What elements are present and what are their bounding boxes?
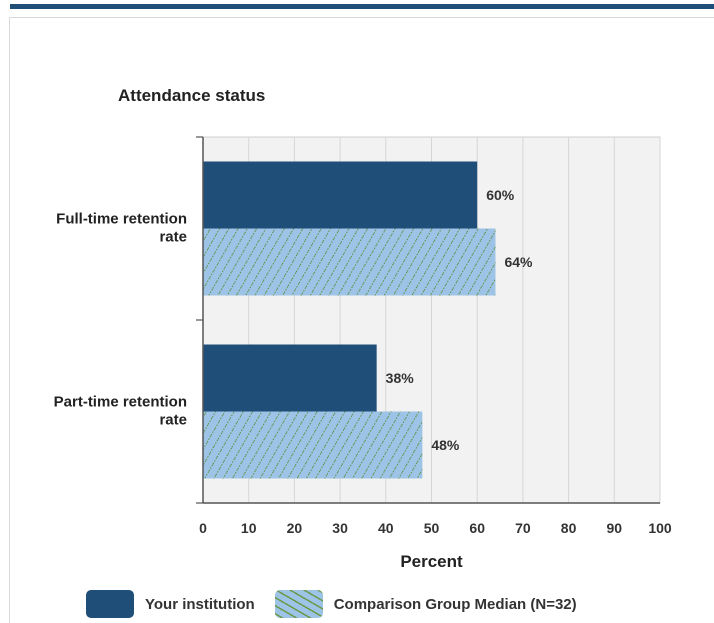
legend-label-institution: Your institution bbox=[145, 595, 255, 613]
bar-institution bbox=[203, 344, 377, 412]
legend-swatch-institution bbox=[86, 590, 134, 618]
x-tick-label: 100 bbox=[648, 520, 672, 536]
legend-swatch-comparison bbox=[274, 590, 323, 618]
x-tick-label: 10 bbox=[241, 520, 257, 536]
bar-comparison bbox=[203, 228, 496, 296]
chart-title: Attendance status bbox=[118, 86, 266, 105]
data-label: 38% bbox=[386, 370, 415, 386]
x-tick-label: 70 bbox=[515, 520, 531, 536]
legend-item-comparison[interactable]: Comparison Group Median (N=32) bbox=[274, 590, 577, 618]
category-label: Full-time retention bbox=[56, 211, 187, 228]
x-tick-label: 30 bbox=[332, 520, 348, 536]
chart-legend: Your institution Comparison Group Median… bbox=[86, 590, 597, 618]
category-label: rate bbox=[159, 229, 187, 246]
data-label: 48% bbox=[431, 437, 460, 453]
x-tick-label: 60 bbox=[469, 520, 485, 536]
x-tick-label: 90 bbox=[607, 520, 623, 536]
bar-comparison bbox=[203, 411, 423, 479]
data-label: 60% bbox=[486, 187, 515, 203]
category-label: Part-time retention bbox=[54, 394, 187, 411]
x-tick-label: 0 bbox=[199, 520, 207, 536]
x-tick-label: 40 bbox=[378, 520, 394, 536]
legend-label-comparison: Comparison Group Median (N=32) bbox=[333, 595, 577, 613]
x-tick-label: 20 bbox=[287, 520, 303, 536]
bar-institution bbox=[203, 161, 478, 229]
x-tick-label: 50 bbox=[424, 520, 440, 536]
legend-item-institution[interactable]: Your institution bbox=[86, 590, 255, 618]
category-label: rate bbox=[159, 412, 187, 429]
top-accent-bar bbox=[10, 4, 714, 9]
x-axis-title: Percent bbox=[400, 552, 463, 571]
data-label: 64% bbox=[504, 254, 533, 270]
x-tick-label: 80 bbox=[561, 520, 577, 536]
